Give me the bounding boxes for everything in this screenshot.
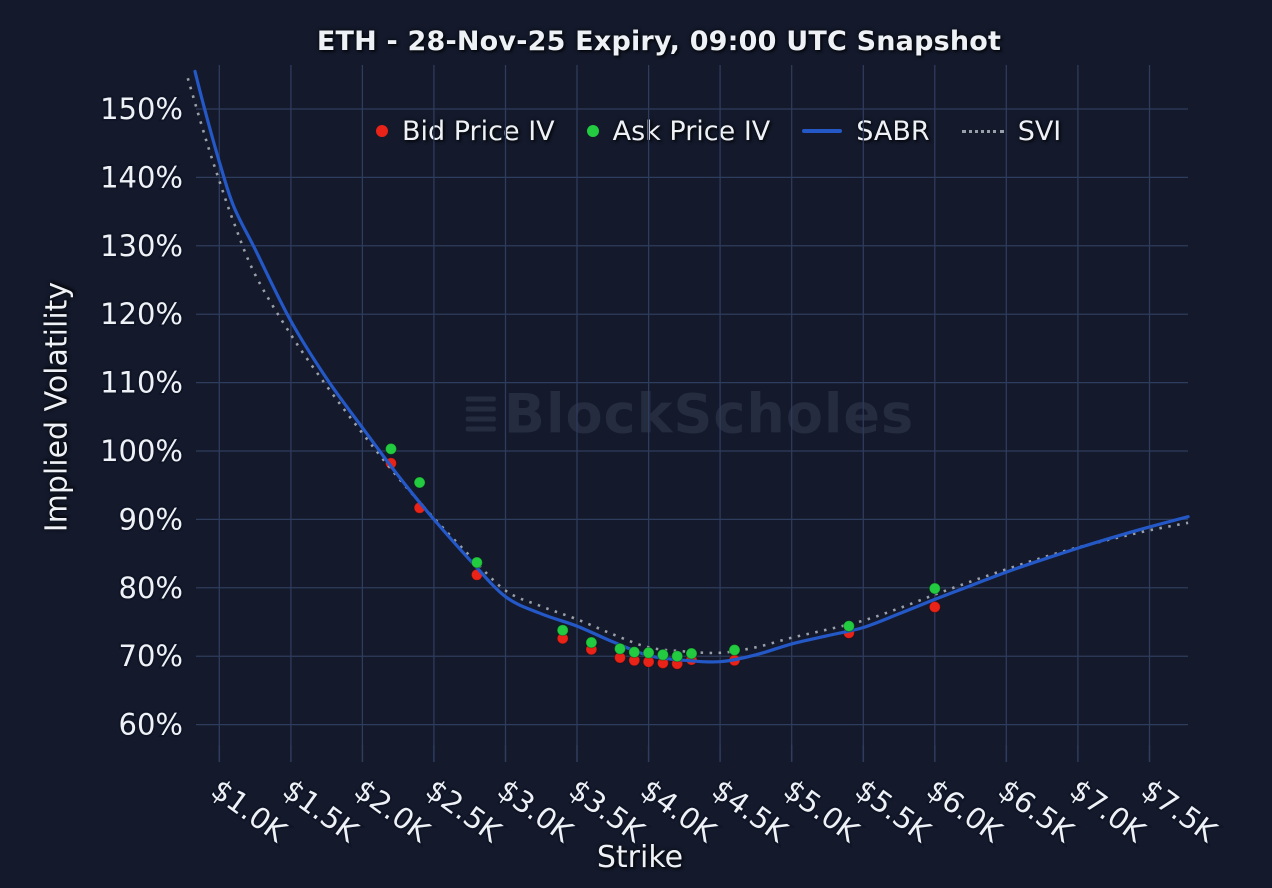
- x-tick-label: $5.5K: [849, 772, 937, 849]
- bid-dot-icon: [376, 125, 388, 137]
- legend-item-bid: Bid Price IV: [376, 116, 555, 147]
- y-tick-label: 130%: [100, 229, 183, 263]
- ask-point: [928, 582, 941, 595]
- svi-curve: [186, 77, 1189, 655]
- ask-point: [556, 624, 569, 637]
- x-tick-label: $7.0K: [1064, 772, 1152, 849]
- chart-legend: Bid Price IV Ask Price IV SABR SVI: [376, 113, 1061, 149]
- ask-point: [728, 644, 741, 656]
- ask-point: [671, 650, 684, 663]
- y-axis-title: Implied Volatility: [39, 281, 75, 533]
- x-tick-label: $3.0K: [491, 772, 579, 849]
- y-tick-label: 120%: [100, 297, 183, 331]
- sabr-curve: [193, 69, 1190, 664]
- x-tick-label: $3.5K: [563, 772, 651, 849]
- x-tick-label: $4.5K: [706, 772, 794, 849]
- ask-point: [842, 620, 855, 633]
- y-tick-label: 100%: [100, 434, 183, 468]
- legend-label-ask: Ask Price IV: [612, 115, 771, 147]
- y-tick-label: 60%: [119, 708, 183, 742]
- ask-dot-icon: [586, 125, 599, 137]
- ask-point: [470, 556, 483, 569]
- ask-point: [642, 646, 655, 659]
- sabr-line-icon: [802, 129, 843, 133]
- legend-label-svi: SVI: [1017, 115, 1062, 147]
- legend-label-sabr: SABR: [856, 115, 930, 147]
- ask-point: [656, 648, 669, 661]
- bid-point: [928, 601, 941, 613]
- y-tick-label: 70%: [119, 639, 183, 673]
- x-tick-label: $4.0K: [634, 772, 722, 849]
- x-tick-label: $5.0K: [778, 772, 866, 849]
- x-tick-label: $1.5K: [277, 772, 365, 849]
- x-tick-label: $6.0K: [921, 772, 1009, 849]
- y-tick-label: 110%: [100, 366, 183, 400]
- svi-dotted-line-icon: [961, 129, 1004, 133]
- x-tick-label: $2.0K: [348, 772, 436, 849]
- legend-item-ask: Ask Price IV: [586, 115, 771, 147]
- x-tick-label: $1.0K: [205, 772, 293, 849]
- x-tick-label: $2.5K: [420, 772, 508, 849]
- ask-point: [685, 647, 698, 660]
- x-tick-label: $7.5K: [1135, 772, 1223, 849]
- y-tick-label: 80%: [119, 571, 183, 605]
- y-tick-label: 150%: [100, 92, 183, 126]
- ask-point: [413, 476, 426, 489]
- y-tick-label: 90%: [119, 502, 183, 536]
- legend-item-sabr: SABR: [802, 115, 930, 147]
- ask-point: [585, 636, 598, 649]
- legend-item-svi: SVI: [961, 115, 1062, 147]
- ask-point: [628, 646, 641, 659]
- chart-title: ETH - 28-Nov-25 Expiry, 09:00 UTC Snapsh…: [316, 26, 1002, 57]
- legend-label-bid: Bid Price IV: [402, 115, 555, 147]
- x-axis-title: Strike: [596, 840, 684, 875]
- y-tick-label: 140%: [100, 160, 183, 194]
- ask-point: [614, 642, 626, 655]
- ask-point: [385, 442, 397, 455]
- x-tick-label: $6.5K: [992, 772, 1080, 849]
